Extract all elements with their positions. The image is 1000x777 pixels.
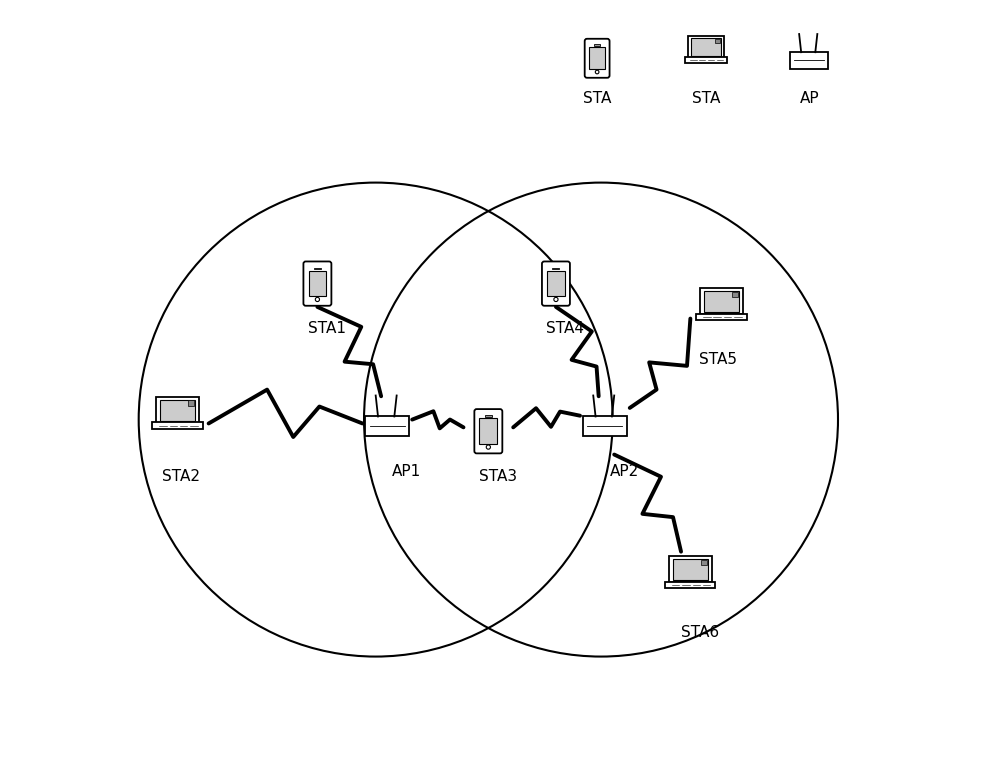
FancyBboxPatch shape <box>585 39 610 78</box>
Bar <box>688 36 724 57</box>
Bar <box>156 397 199 423</box>
Circle shape <box>486 445 490 449</box>
Bar <box>365 416 409 437</box>
Bar <box>704 291 739 312</box>
Text: STA6: STA6 <box>681 625 719 640</box>
Bar <box>669 556 712 582</box>
Bar <box>715 39 720 44</box>
Bar <box>732 291 738 297</box>
Text: STA5: STA5 <box>699 352 737 367</box>
Text: AP: AP <box>799 91 819 106</box>
Text: STA: STA <box>583 91 611 106</box>
Bar <box>552 267 559 269</box>
Bar <box>309 270 326 296</box>
Bar <box>485 415 492 416</box>
FancyBboxPatch shape <box>474 409 502 454</box>
Circle shape <box>554 298 558 301</box>
Bar <box>696 313 747 320</box>
Text: AP1: AP1 <box>392 464 421 479</box>
Bar <box>700 288 743 314</box>
Text: STA4: STA4 <box>546 321 584 336</box>
Bar <box>589 47 605 69</box>
FancyBboxPatch shape <box>303 261 331 305</box>
Bar <box>691 38 721 56</box>
FancyBboxPatch shape <box>542 261 570 305</box>
Text: STA1: STA1 <box>308 321 346 336</box>
Bar <box>160 400 195 420</box>
Bar <box>547 270 565 296</box>
Bar <box>188 400 194 406</box>
Text: STA3: STA3 <box>479 469 517 483</box>
Bar <box>479 418 497 444</box>
Bar <box>583 416 627 437</box>
Bar <box>152 422 203 429</box>
Circle shape <box>315 298 320 301</box>
Bar <box>701 559 707 565</box>
Bar <box>314 267 321 269</box>
Circle shape <box>595 70 599 74</box>
Bar <box>790 52 828 69</box>
Bar <box>665 581 715 588</box>
Bar <box>685 57 727 63</box>
Text: STA2: STA2 <box>162 469 200 483</box>
Bar <box>594 44 600 46</box>
Text: STA: STA <box>692 91 720 106</box>
Text: AP2: AP2 <box>610 464 639 479</box>
Bar <box>673 559 708 580</box>
